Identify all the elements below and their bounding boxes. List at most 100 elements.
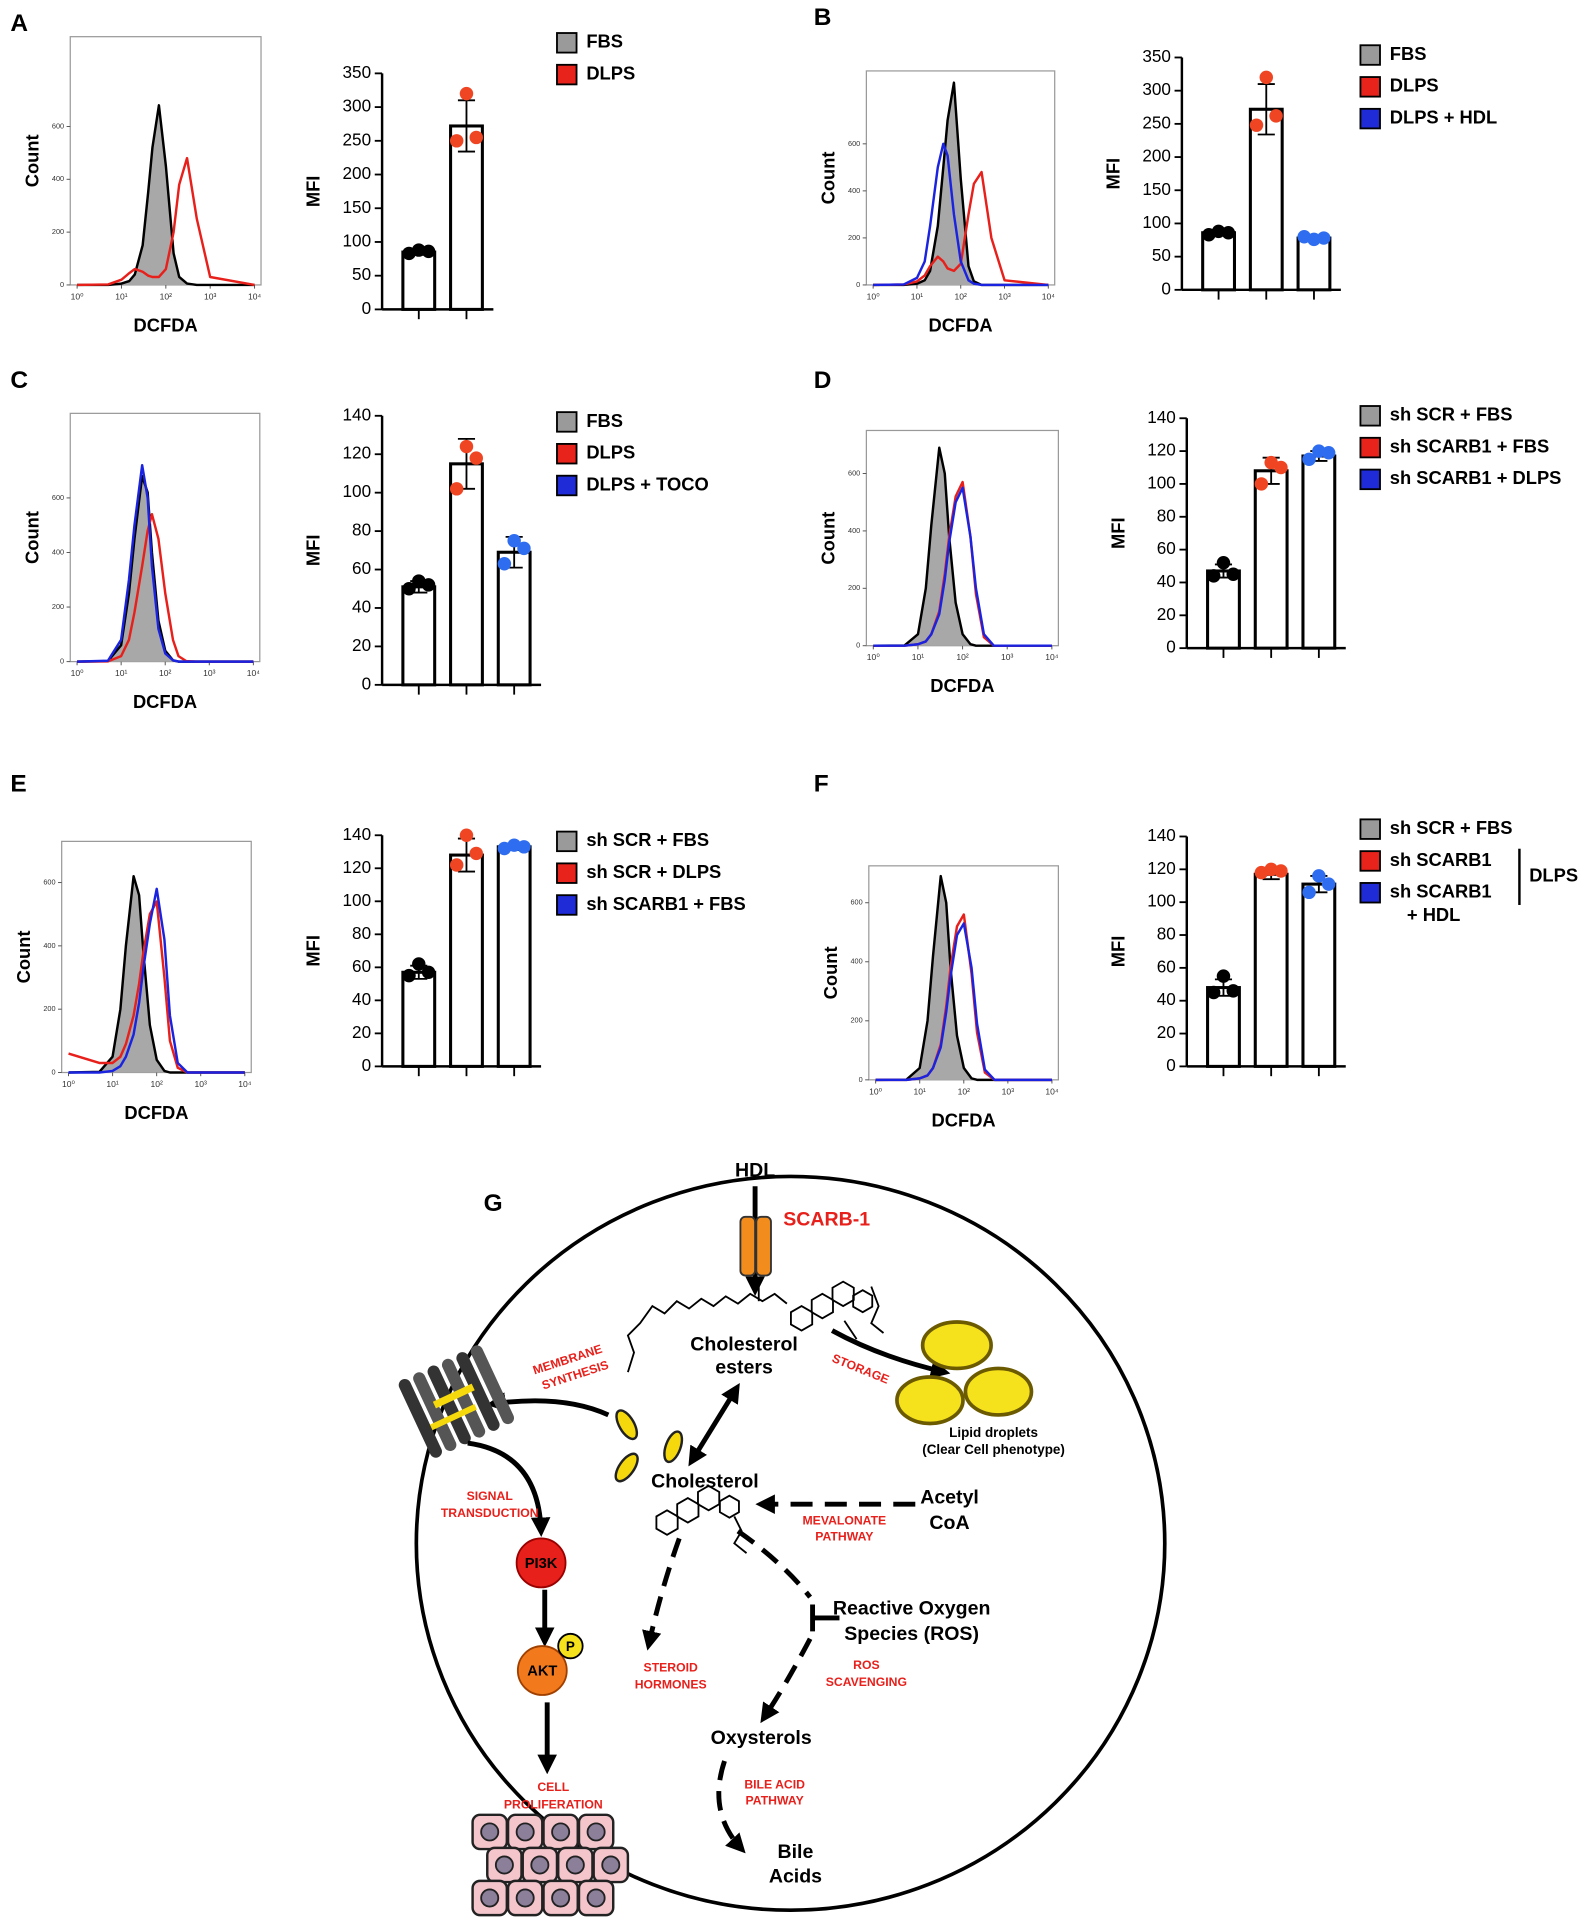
label: AKT [527,1664,557,1680]
y-tick-label: 0 [1166,1056,1176,1075]
data-point [517,840,531,854]
bar [1301,454,1337,650]
data-point [1259,70,1273,85]
nucleus [586,1888,606,1908]
label: SCARB-1 [783,1209,870,1231]
y-axis-label: MFI [1107,517,1128,549]
y-tick-label: 300 [343,97,372,116]
label: TRANSDUCTION [441,1506,539,1520]
lipid-droplet [895,1375,965,1426]
y-tick-label: 40 [352,990,371,1009]
data-point [412,957,426,971]
x-tick-label: 10⁰ [869,1086,883,1096]
label: HORMONES [635,1677,707,1691]
legend-swatch [556,894,578,916]
tspan: + HDL [1407,904,1460,925]
chain [733,1516,748,1554]
bar [1301,882,1337,1068]
y-axis-label: MFI [303,535,324,567]
label: MEVALONATE [803,1514,887,1528]
y-tick-label: 140 [343,405,372,424]
x-tick-label: 10² [956,652,969,662]
x-tick-label: 10⁰ [71,668,85,678]
data-point [1274,864,1288,878]
label: STEROID [644,1660,698,1674]
legend-swatch [1359,850,1381,872]
legend-swatch [556,862,578,884]
y-tick-label: 600 [848,468,860,477]
bond [843,1320,858,1340]
y-tick-label: 100 [343,482,372,501]
x-tick-label: 10⁴ [247,668,261,678]
bar [401,970,437,1068]
data-point [1211,224,1226,239]
x-tick-label: 10⁴ [1042,291,1056,301]
y-tick-label: 50 [1152,246,1171,265]
data-point [517,541,531,556]
diagram: G HDL SCARB-1 Cholesterol esters STORAGE… [398,1160,1167,1917]
data-point [1302,885,1316,900]
membrane-protein [398,1345,515,1458]
y-tick-label: 350 [343,63,372,82]
y-tick-label: 50 [352,265,371,284]
phosphate [557,1632,584,1660]
ring [718,1494,740,1519]
plot-frame [61,840,252,1074]
y-tick-label: 80 [352,924,371,943]
data-point [1312,869,1326,883]
data-point [1216,969,1231,983]
y-tick-label: 0 [859,1075,863,1084]
histogram-curve [77,463,254,663]
y-tick-label: 200 [52,602,64,611]
y-tick-label: 600 [43,877,55,886]
x-tick-label: 10⁰ [62,1079,76,1089]
y-axis-label: Count [818,512,839,565]
helix [413,1372,457,1451]
nucleus [494,1855,514,1875]
legend-label: DLPS + TOCO [586,473,708,494]
y-tick-label: 20 [1157,605,1176,624]
nucleus [565,1855,585,1875]
y-axis-label: Count [818,151,839,204]
bar [1206,569,1241,650]
nucleus [480,1888,500,1908]
bar [449,853,484,1068]
x-axis-label: DCFDA [133,691,197,712]
x-tick-label: 10⁴ [248,291,262,301]
x-tick-label: 10⁴ [1045,652,1059,662]
label: Cholesterol [651,1470,759,1492]
histogram-curve [68,887,245,1074]
data-point [1269,109,1283,123]
ligand [432,1383,475,1409]
legend-swatch [1359,436,1381,459]
x-tick-label: 10⁴ [238,1079,252,1089]
histogram-curve [873,486,1052,647]
label: Reactive Oxygen [833,1598,991,1620]
bar [496,845,532,1068]
legend-swatch [1359,44,1381,66]
y-tick-label: 400 [43,941,55,950]
plot-frame [865,429,1059,647]
plot-frame [868,865,1059,1081]
data-point [507,533,521,548]
y-tick-label: 120 [1147,859,1176,878]
ring [676,1497,700,1524]
lipid [614,1452,639,1483]
y-axis-label: Count [13,930,34,983]
chain [626,1292,788,1373]
cells [471,1813,630,1917]
tspan: sh SCARB1 [1390,881,1497,902]
y-tick-label: 20 [352,1023,371,1042]
label: Acetyl [920,1486,979,1508]
y-tick-label: 200 [43,1004,55,1013]
y-tick-label: 40 [352,597,371,616]
y-tick-label: 120 [1147,441,1176,460]
lipid-droplet [920,1320,993,1371]
panel-label: B [814,4,832,31]
y-tick-label: 400 [850,957,862,966]
arrow [467,1440,551,1537]
panel-label: A [10,10,28,37]
label: Lipid droplets [949,1425,1038,1440]
bar [449,124,484,311]
x-tick-label: 10³ [1001,652,1014,662]
